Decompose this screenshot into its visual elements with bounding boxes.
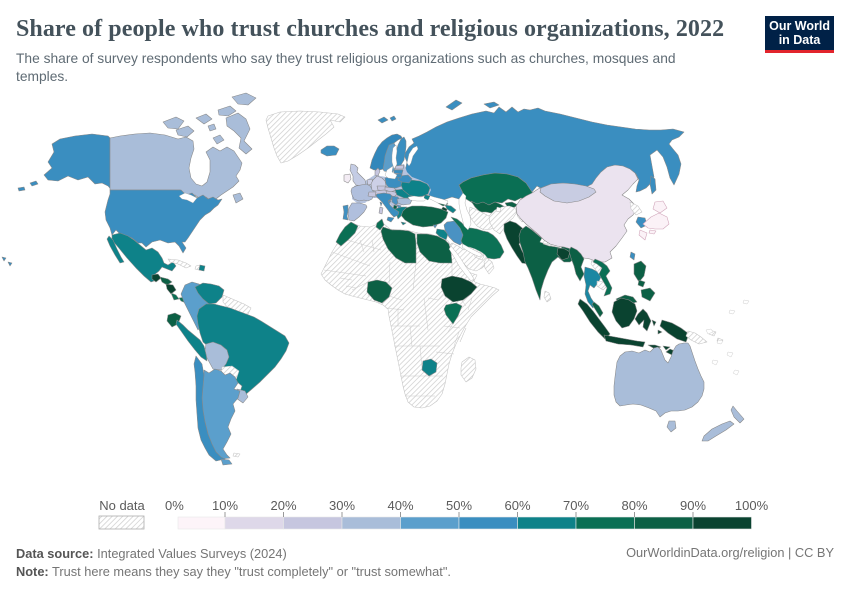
svg-text:90%: 90% [680, 498, 706, 513]
svg-text:100%: 100% [735, 498, 769, 513]
svg-text:10%: 10% [212, 498, 238, 513]
svg-text:0%: 0% [165, 498, 184, 513]
svg-text:50%: 50% [446, 498, 472, 513]
svg-text:30%: 30% [329, 498, 355, 513]
svg-text:60%: 60% [504, 498, 530, 513]
svg-text:70%: 70% [563, 498, 589, 513]
svg-text:40%: 40% [387, 498, 413, 513]
svg-text:80%: 80% [621, 498, 647, 513]
svg-text:20%: 20% [270, 498, 296, 513]
